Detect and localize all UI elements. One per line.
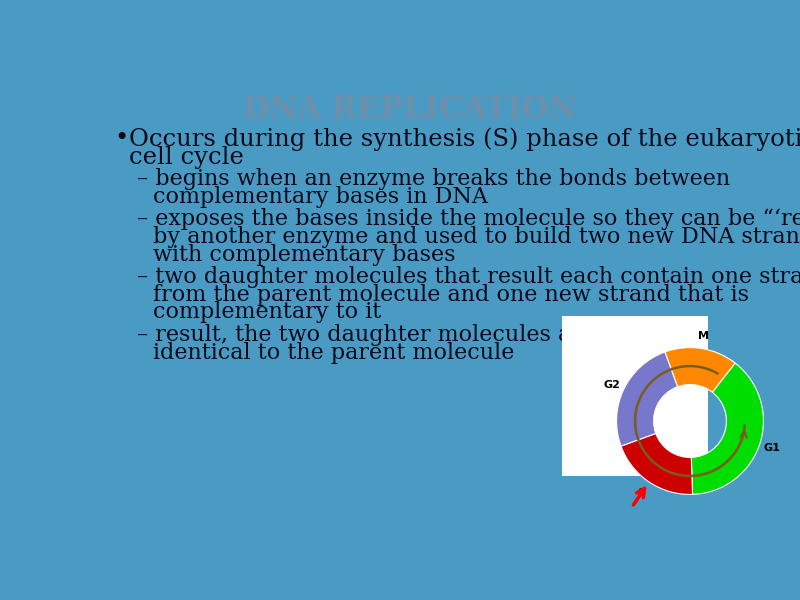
Wedge shape [621,433,693,494]
Wedge shape [665,347,735,392]
Text: cell cycle: cell cycle [130,146,244,169]
Text: – begins when an enzyme breaks the bonds between: – begins when an enzyme breaks the bonds… [138,168,730,190]
Text: from the parent molecule and one new strand that is: from the parent molecule and one new str… [153,284,749,306]
Wedge shape [617,352,678,446]
Text: G1: G1 [764,443,781,452]
Text: with complementary bases: with complementary bases [153,244,455,266]
Text: complementary to it: complementary to it [153,301,381,323]
Text: – exposes the bases inside the molecule so they can be “‘read”: – exposes the bases inside the molecule … [138,208,800,230]
Text: •: • [114,127,128,151]
Text: M: M [698,331,709,341]
Text: G2: G2 [603,380,620,389]
Text: by another enzyme and used to build two new DNA strands: by another enzyme and used to build two … [153,226,800,248]
Text: complementary bases in DNA: complementary bases in DNA [153,186,487,208]
Text: – result, the two daughter molecules are both: – result, the two daughter molecules are… [138,324,654,346]
Text: Occurs during the synthesis (S) phase of the eukaryotic: Occurs during the synthesis (S) phase of… [130,127,800,151]
Text: DNA REPLICATION: DNA REPLICATION [243,94,577,125]
Bar [562,316,708,476]
Wedge shape [691,363,763,494]
Text: – two daughter molecules that result each contain one strand: – two daughter molecules that result eac… [138,266,800,288]
Text: identical to the parent molecule: identical to the parent molecule [153,341,514,364]
Text: S: S [638,488,646,497]
